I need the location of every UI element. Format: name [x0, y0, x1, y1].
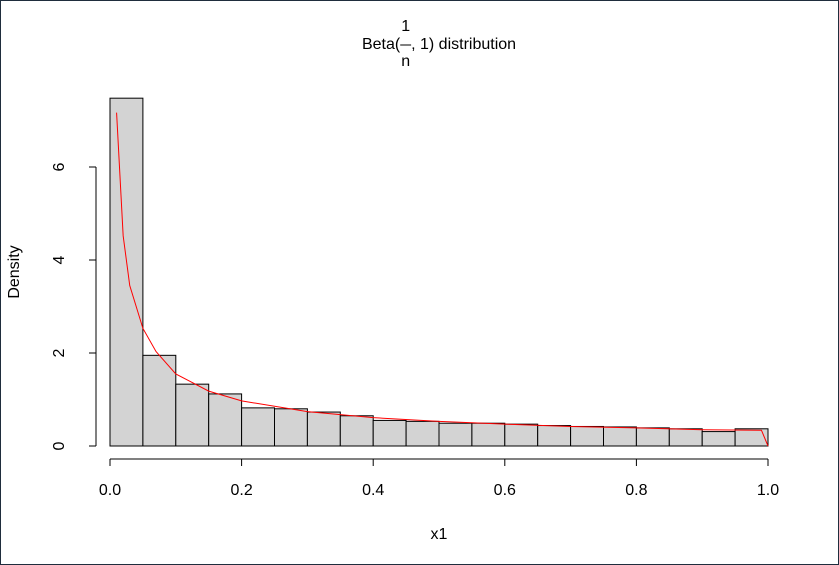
bar [438, 422, 473, 447]
y-tick-label: 6 [51, 162, 68, 171]
bar [109, 97, 144, 447]
density-curve [116, 112, 769, 447]
x-tick-label: 0.2 [230, 482, 252, 499]
bar [471, 422, 506, 447]
x-tick-label: 0.8 [625, 482, 647, 499]
x-tick-label: 0.4 [362, 482, 384, 499]
bar [504, 423, 539, 447]
bar [241, 407, 276, 447]
bar [175, 383, 210, 447]
bar [306, 411, 341, 447]
y-tick-label: 4 [51, 255, 68, 264]
bar [603, 426, 637, 447]
bar [405, 420, 440, 447]
title-numerator: 1 [401, 18, 410, 35]
bar [668, 428, 703, 447]
bar [570, 425, 604, 447]
bar [274, 408, 308, 447]
y-tick-label: 2 [51, 348, 68, 357]
x-tick-label: 1.0 [757, 482, 779, 499]
x-tick-label: 0.0 [99, 482, 121, 499]
bar [701, 431, 736, 447]
bar [142, 354, 177, 447]
y-tick-label: 0 [51, 441, 68, 450]
bar [339, 415, 374, 447]
bar [372, 419, 407, 447]
title: Beta( [362, 36, 401, 53]
bar [208, 393, 243, 447]
bar [635, 427, 670, 447]
x-tick-label: 0.6 [494, 482, 516, 499]
bar [537, 425, 572, 447]
bar [734, 428, 769, 447]
x-axis-label: x1 [431, 526, 448, 543]
title-denominator: n [401, 53, 410, 70]
y-axis-label: Density [6, 245, 23, 298]
title: , 1) distribution [411, 36, 516, 53]
